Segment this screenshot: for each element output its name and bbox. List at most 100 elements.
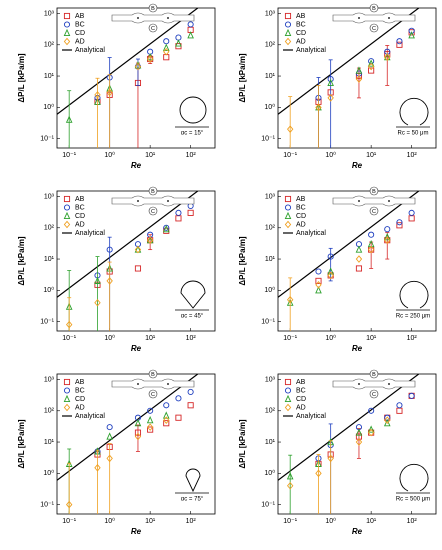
- legend-marker: [284, 220, 292, 229]
- legend-marker: [63, 394, 71, 403]
- plot-frame: [277, 7, 437, 149]
- marker: [94, 276, 101, 284]
- marker: [106, 277, 113, 285]
- y-tick-label: 10⁻¹: [40, 135, 54, 142]
- legend-label: BC: [296, 204, 306, 211]
- marker: [65, 500, 73, 509]
- x-tick-label: 10¹: [145, 518, 156, 525]
- marker: [367, 59, 375, 67]
- schematic-point: [167, 383, 169, 385]
- x-tick-label: 10⁻¹: [62, 152, 76, 159]
- marker: [408, 215, 415, 222]
- marker: [175, 395, 182, 402]
- marker: [384, 236, 391, 245]
- marker: [187, 21, 194, 28]
- annotation: αc = 15°: [181, 131, 204, 137]
- schematic-label: B: [151, 189, 155, 195]
- legend-label: Analytical: [296, 413, 326, 420]
- marker: [147, 407, 154, 414]
- schematic-label: B: [151, 372, 155, 378]
- legend-label: AD: [296, 404, 306, 411]
- marker: [134, 245, 142, 254]
- x-tick-label: 10¹: [145, 152, 156, 159]
- marker: [106, 88, 113, 97]
- annotation: Rc = 50 μm: [398, 131, 429, 137]
- schematic: [332, 378, 416, 390]
- marker: [327, 454, 334, 463]
- marker: [106, 424, 113, 431]
- legend-label: AD: [296, 221, 306, 228]
- legend-label: Analytical: [75, 230, 105, 237]
- y-tick-label: 10⁰: [43, 469, 54, 477]
- marker: [65, 320, 73, 329]
- legend-marker: [63, 403, 71, 412]
- y-tick-label: 10³: [265, 193, 276, 200]
- schematic-badge: [369, 23, 379, 33]
- y-tick-label: 10³: [265, 376, 276, 383]
- panel: 10⁻¹ 10⁰ 10¹ 10² 10⁻¹ 10⁰ 10¹ 10² 10³ Re ΔP/L [kPa…: [17, 3, 216, 170]
- schematic-label: C: [372, 392, 376, 398]
- marker: [367, 428, 375, 437]
- legend-marker: [63, 211, 71, 220]
- y-tick-label: 10⁰: [264, 103, 275, 111]
- marker: [147, 426, 154, 433]
- legend-marker: [63, 195, 71, 203]
- marker: [163, 38, 170, 45]
- plot-area: [57, 374, 199, 514]
- schematic-label: C: [151, 26, 155, 32]
- legend-label: Analytical: [296, 230, 326, 237]
- marker: [315, 281, 322, 289]
- marker: [315, 103, 322, 112]
- marker: [327, 94, 334, 102]
- legend-marker: [284, 37, 292, 46]
- x-axis-label: Re: [131, 161, 142, 170]
- schematic-badge: [369, 369, 379, 379]
- x-tick-label: 10¹: [366, 152, 377, 159]
- analytical-line: [278, 8, 420, 115]
- marker: [187, 209, 194, 216]
- x-axis-label: Re: [352, 344, 363, 353]
- marker: [286, 472, 294, 480]
- legend-marker: [63, 387, 71, 394]
- x-tick-label: 10⁰: [104, 334, 115, 342]
- inset-box: [392, 90, 434, 136]
- analytical-line: [278, 191, 420, 298]
- legend-label: Analytical: [75, 413, 105, 420]
- y-tick-label: 10³: [44, 10, 55, 17]
- legend-marker: [284, 21, 292, 28]
- legend-marker: [63, 37, 71, 46]
- plot-area: [57, 191, 199, 331]
- marker: [408, 392, 415, 399]
- y-tick-label: 10³: [44, 376, 55, 383]
- legend-label: BC: [75, 204, 85, 211]
- y-tick-label: 10⁻¹: [40, 501, 54, 508]
- legend-label: BC: [75, 387, 85, 394]
- x-tick-label: 10²: [407, 335, 418, 342]
- schematic-badge: [148, 389, 158, 399]
- annotation: αc = 75°: [181, 497, 204, 503]
- marker: [408, 31, 415, 39]
- marker: [134, 432, 142, 441]
- x-tick-label: 10¹: [366, 335, 377, 342]
- marker: [134, 265, 142, 272]
- marker: [327, 253, 334, 260]
- marker: [355, 245, 363, 253]
- y-tick-label: 10³: [44, 193, 55, 200]
- marker: [94, 298, 101, 307]
- marker: [106, 246, 113, 253]
- legend-marker: [284, 394, 292, 403]
- marker: [162, 411, 170, 419]
- x-tick-label: 10²: [186, 335, 197, 342]
- schematic-badge: [369, 389, 379, 399]
- marker: [327, 267, 334, 275]
- y-tick-label: 10¹: [44, 73, 55, 80]
- y-tick-label: 10⁰: [264, 469, 275, 477]
- annotation: αc = 45°: [181, 314, 204, 320]
- legend-label: BC: [75, 21, 85, 28]
- marker: [315, 268, 322, 275]
- inset-shape: [185, 468, 201, 493]
- marker: [65, 115, 73, 123]
- legend-label: BC: [296, 21, 306, 28]
- schematic-label: B: [372, 6, 376, 12]
- annotation: Rc = 500 μm: [396, 497, 430, 503]
